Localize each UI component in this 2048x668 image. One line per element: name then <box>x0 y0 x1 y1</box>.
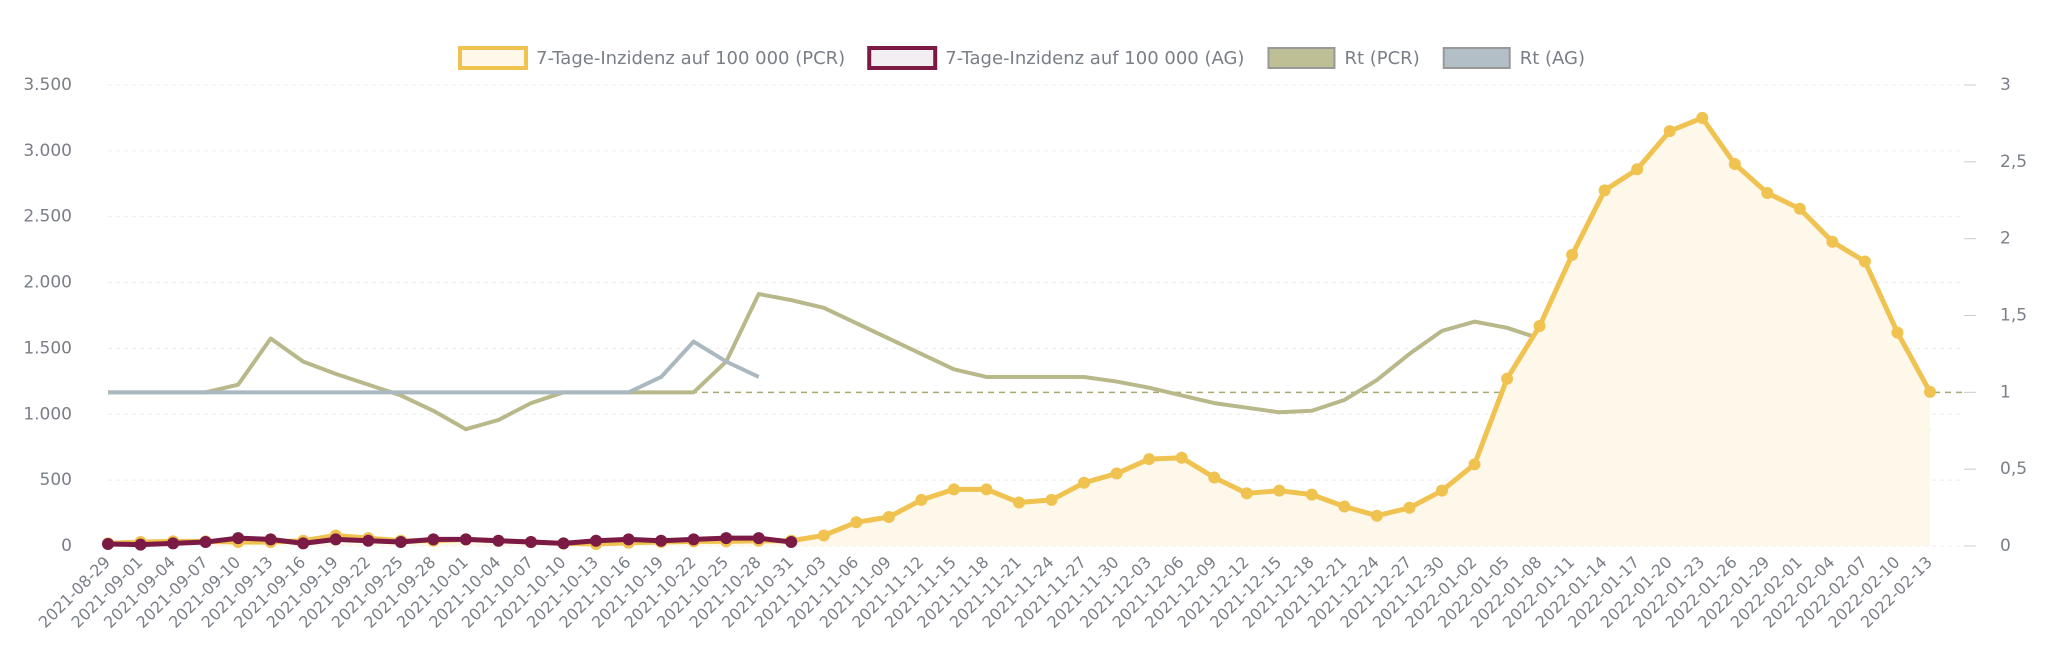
point <box>329 533 342 546</box>
point <box>1273 484 1286 497</box>
point <box>1110 467 1123 480</box>
point <box>1924 385 1936 398</box>
point <box>947 483 960 496</box>
legend-label: Rt (PCR) <box>1344 48 1419 69</box>
point <box>167 537 180 550</box>
y2-tick-label: 3 <box>2000 75 2011 95</box>
point <box>850 516 863 529</box>
point <box>1663 125 1676 138</box>
point <box>394 536 407 549</box>
point <box>1208 471 1221 484</box>
point <box>720 532 733 545</box>
point <box>557 537 570 550</box>
point <box>1566 248 1579 261</box>
point <box>687 533 700 546</box>
point <box>915 493 928 506</box>
y-tick-label: 3.500 <box>23 75 72 95</box>
y-tick-label: 2.000 <box>23 273 72 293</box>
y-tick-label: 1.000 <box>23 404 72 424</box>
point <box>102 538 114 551</box>
point <box>1045 493 1058 506</box>
point <box>1696 111 1709 124</box>
y-tick-label: 1.500 <box>23 338 72 358</box>
point <box>882 511 895 524</box>
point <box>1370 509 1383 522</box>
legend-label: Rt (AG) <box>1520 48 1585 69</box>
point <box>1175 451 1188 464</box>
point <box>134 538 147 551</box>
y-tick-label: 3.000 <box>23 141 72 161</box>
y2-tick-label: 1 <box>2000 382 2011 402</box>
point <box>1793 202 1806 215</box>
point <box>1728 158 1741 171</box>
y2-tick-label: 2,5 <box>2000 152 2027 172</box>
point <box>232 532 245 545</box>
legend-swatch <box>867 46 938 70</box>
point <box>752 532 765 545</box>
point <box>1435 484 1448 497</box>
point <box>1338 500 1351 513</box>
point <box>1403 501 1416 514</box>
point <box>1761 187 1774 200</box>
point <box>590 534 603 547</box>
point <box>785 536 798 549</box>
point <box>362 534 375 547</box>
legend-swatch <box>458 46 528 70</box>
point <box>1078 476 1091 489</box>
point <box>492 534 505 547</box>
point <box>1533 320 1546 333</box>
point <box>199 536 212 549</box>
point <box>1826 235 1839 248</box>
legend: 7-Tage-Inzidenz auf 100 000 (PCR) 7-Tage-… <box>458 46 1585 70</box>
point <box>1598 184 1611 197</box>
point <box>264 533 277 546</box>
point <box>817 529 830 542</box>
point <box>1013 496 1025 509</box>
legend-swatch <box>1442 47 1511 69</box>
point <box>622 533 635 546</box>
point <box>655 534 668 547</box>
point <box>1631 163 1644 176</box>
y-tick-label: 2.500 <box>23 207 72 227</box>
y-tick-label: 500 <box>40 470 72 490</box>
legend-swatch <box>1267 47 1336 69</box>
point <box>980 483 993 496</box>
line <box>108 339 760 395</box>
point <box>1501 372 1514 385</box>
area <box>108 117 1930 546</box>
line <box>107 535 792 548</box>
y2-tick-label: 1,5 <box>2000 306 2027 326</box>
y2-tick-label: 0 <box>2000 536 2011 556</box>
point <box>1858 255 1871 268</box>
point <box>297 537 310 550</box>
y2-tick-label: 0,5 <box>2000 459 2027 479</box>
point <box>1240 487 1253 500</box>
legend-label: 7-Tage-Inzidenz auf 100 000 (AG) <box>945 48 1244 69</box>
point <box>524 536 537 549</box>
point <box>427 533 440 546</box>
point <box>1305 488 1318 501</box>
y-tick-label: 0 <box>61 536 72 556</box>
point <box>1143 453 1156 466</box>
legend-label: 7-Tage-Inzidenz auf 100 000 (PCR) <box>536 48 845 69</box>
point <box>1468 458 1481 471</box>
point <box>1891 326 1904 339</box>
point <box>459 533 472 546</box>
y2-tick-label: 2 <box>2000 229 2011 249</box>
